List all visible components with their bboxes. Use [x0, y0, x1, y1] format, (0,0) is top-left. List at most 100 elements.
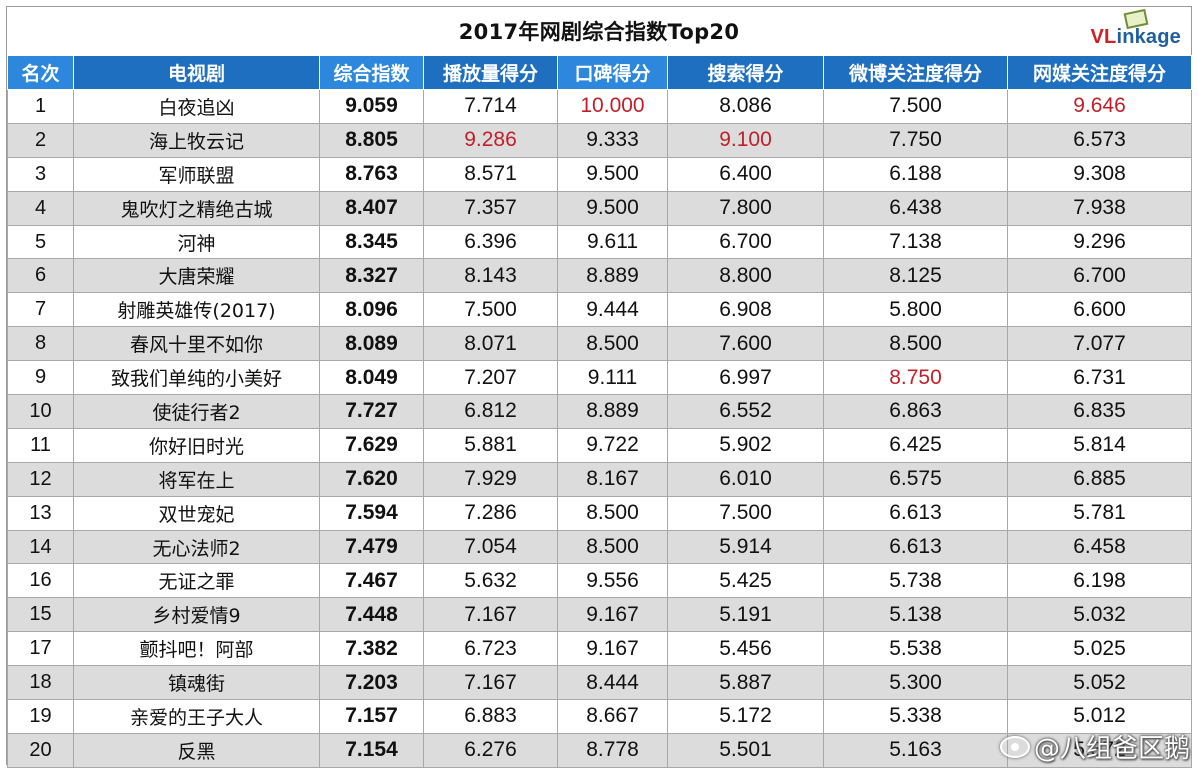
rank-cell: 6: [7, 258, 74, 294]
score-cell: 5.138: [823, 597, 1008, 633]
ranking-table: 名次 电视剧 综合指数 播放量得分 口碑得分 搜索得分 微博关注度得分 网媒关注度得分 1 白夜…: [7, 55, 1192, 768]
table-row: 8 春风十里不如你 8.089 8.071 8.500 7.600 8.500 7.077: [7, 326, 1192, 362]
drama-name-cell: 大唐荣耀: [73, 258, 320, 294]
composite-index-cell: 8.327: [319, 258, 424, 294]
score-cell: 9.296: [1007, 224, 1192, 260]
score-cell: 6.425: [823, 427, 1008, 463]
drama-name-cell: 反黑: [73, 732, 320, 768]
score-cell: 5.012: [1007, 699, 1192, 734]
score-cell: 5.881: [423, 427, 558, 463]
score-cell: 9.333: [557, 122, 668, 158]
score-cell: 5.800: [823, 292, 1008, 328]
rank-cell: 16: [7, 563, 74, 599]
column-header: 综合指数: [319, 55, 424, 90]
table-row: 14 无心法师2 7.479 7.054 8.500 5.914 6.613 6.458: [7, 529, 1192, 565]
score-cell: 6.458: [1007, 529, 1192, 565]
table-row: 6 大唐荣耀 8.327 8.143 8.889 8.800 8.125 6.700: [7, 258, 1192, 294]
page-title: 2017年网剧综合指数Top20: [458, 20, 740, 44]
table-row: 16 无证之罪 7.467 5.632 9.556 5.425 5.738 6.198: [7, 563, 1192, 599]
score-cell: 10.000: [557, 89, 668, 124]
composite-index-cell: 8.407: [319, 190, 424, 226]
score-cell: 7.167: [423, 597, 558, 633]
score-cell: 6.863: [823, 394, 1008, 429]
score-cell: 6.731: [1007, 360, 1192, 396]
column-header: 口碑得分: [557, 55, 668, 90]
column-header: 搜索得分: [667, 55, 824, 90]
score-cell: 5.052: [1007, 665, 1192, 701]
score-cell: 8.667: [557, 699, 668, 734]
score-cell: 7.138: [823, 224, 1008, 260]
score-cell: 5.501: [667, 732, 824, 768]
composite-index-cell: 7.594: [319, 495, 424, 531]
drama-name-cell: 春风十里不如你: [73, 326, 320, 362]
score-cell: 6.885: [1007, 461, 1192, 497]
vlinkage-logo: VLinkage: [1061, 8, 1181, 51]
score-cell: 6.396: [423, 224, 558, 260]
score-cell: 8.071: [423, 326, 558, 362]
score-cell: 9.500: [557, 190, 668, 226]
score-cell: 5.814: [1007, 427, 1192, 463]
drama-name-cell: 无心法师2: [73, 529, 320, 565]
score-cell: 7.929: [423, 461, 558, 497]
composite-index-cell: 7.479: [319, 529, 424, 565]
composite-index-cell: 8.805: [319, 122, 424, 158]
score-cell: 9.100: [667, 122, 824, 158]
composite-index-cell: 7.467: [319, 563, 424, 599]
score-cell: 9.611: [557, 224, 668, 260]
table-row: 18 镇魂街 7.203 7.167 8.444 5.887 5.300 5.052: [7, 665, 1192, 701]
score-cell: 6.835: [1007, 394, 1192, 429]
composite-index-cell: 7.620: [319, 461, 424, 497]
composite-index-cell: 8.345: [319, 224, 424, 260]
rank-cell: 13: [7, 495, 74, 531]
table-row: 11 你好旧时光 7.629 5.881 9.722 5.902 6.425 5.814: [7, 427, 1192, 463]
score-cell: 9.167: [557, 597, 668, 633]
rank-cell: 3: [7, 156, 74, 192]
rank-cell: 20: [7, 732, 74, 768]
score-cell: 8.167: [557, 461, 668, 497]
composite-index-cell: 7.629: [319, 427, 424, 463]
score-cell: 5.172: [667, 699, 824, 734]
score-cell: 5.338: [823, 699, 1008, 734]
score-cell: 9.308: [1007, 156, 1192, 192]
score-cell: 5.781: [1007, 495, 1192, 531]
composite-index-cell: 7.157: [319, 699, 424, 734]
score-cell: 7.938: [1007, 190, 1192, 226]
composite-index-cell: 8.089: [319, 326, 424, 362]
score-cell: 6.997: [667, 360, 824, 396]
composite-index-cell: 8.096: [319, 292, 424, 328]
rank-cell: 12: [7, 461, 74, 497]
composite-index-cell: 8.763: [319, 156, 424, 192]
composite-index-cell: 7.203: [319, 665, 424, 701]
drama-name-cell: 使徒行者2: [73, 394, 320, 429]
score-cell: 5.902: [667, 427, 824, 463]
logo-text: VLinkage: [1090, 26, 1181, 49]
score-cell: 7.054: [423, 529, 558, 565]
score-cell: 6.188: [823, 156, 1008, 192]
score-cell: 8.500: [557, 495, 668, 531]
column-header: 播放量得分: [423, 55, 558, 90]
drama-name-cell: 军师联盟: [73, 156, 320, 192]
table-body: 1 白夜追凶 9.059 7.714 10.000 8.086 7.500 9.646 2 海上牧…: [7, 89, 1192, 768]
composite-index-cell: 8.049: [319, 360, 424, 396]
score-cell: 7.077: [1007, 326, 1192, 362]
score-cell: 7.800: [667, 190, 824, 226]
column-header: 网媒关注度得分: [1007, 55, 1192, 90]
score-cell: 5.191: [667, 597, 824, 633]
score-cell: 6.908: [667, 292, 824, 328]
score-cell: 8.500: [823, 326, 1008, 362]
rank-cell: 2: [7, 122, 74, 158]
drama-name-cell: 你好旧时光: [73, 427, 320, 463]
score-cell: 6.198: [1007, 563, 1192, 599]
score-cell: 6.700: [667, 224, 824, 260]
table-row: 3 军师联盟 8.763 8.571 9.500 6.400 6.188 9.308: [7, 156, 1192, 192]
table-row: 4 鬼吹灯之精绝古城 8.407 7.357 9.500 7.800 6.438 7.938: [7, 190, 1192, 226]
table-row: 5 河神 8.345 6.396 9.611 6.700 7.138 9.296: [7, 224, 1192, 260]
table-row: 9 致我们单纯的小美好 8.049 7.207 9.111 6.997 8.750 6.731: [7, 360, 1192, 396]
score-cell: 7.286: [423, 495, 558, 531]
table-row: 10 使徒行者2 7.727 6.812 8.889 6.552 6.863 6.835: [7, 394, 1192, 429]
drama-name-cell: 白夜追凶: [73, 89, 320, 124]
drama-name-cell: 无证之罪: [73, 563, 320, 599]
table-row: 7 射雕英雄传(2017) 8.096 7.500 9.444 6.908 5.800 6.6…: [7, 292, 1192, 328]
composite-index-cell: 7.727: [319, 394, 424, 429]
ranking-table-frame: 2017年网剧综合指数Top20 VLinkage 名次 电视剧 综合指数 播放量得分…: [6, 6, 1192, 768]
